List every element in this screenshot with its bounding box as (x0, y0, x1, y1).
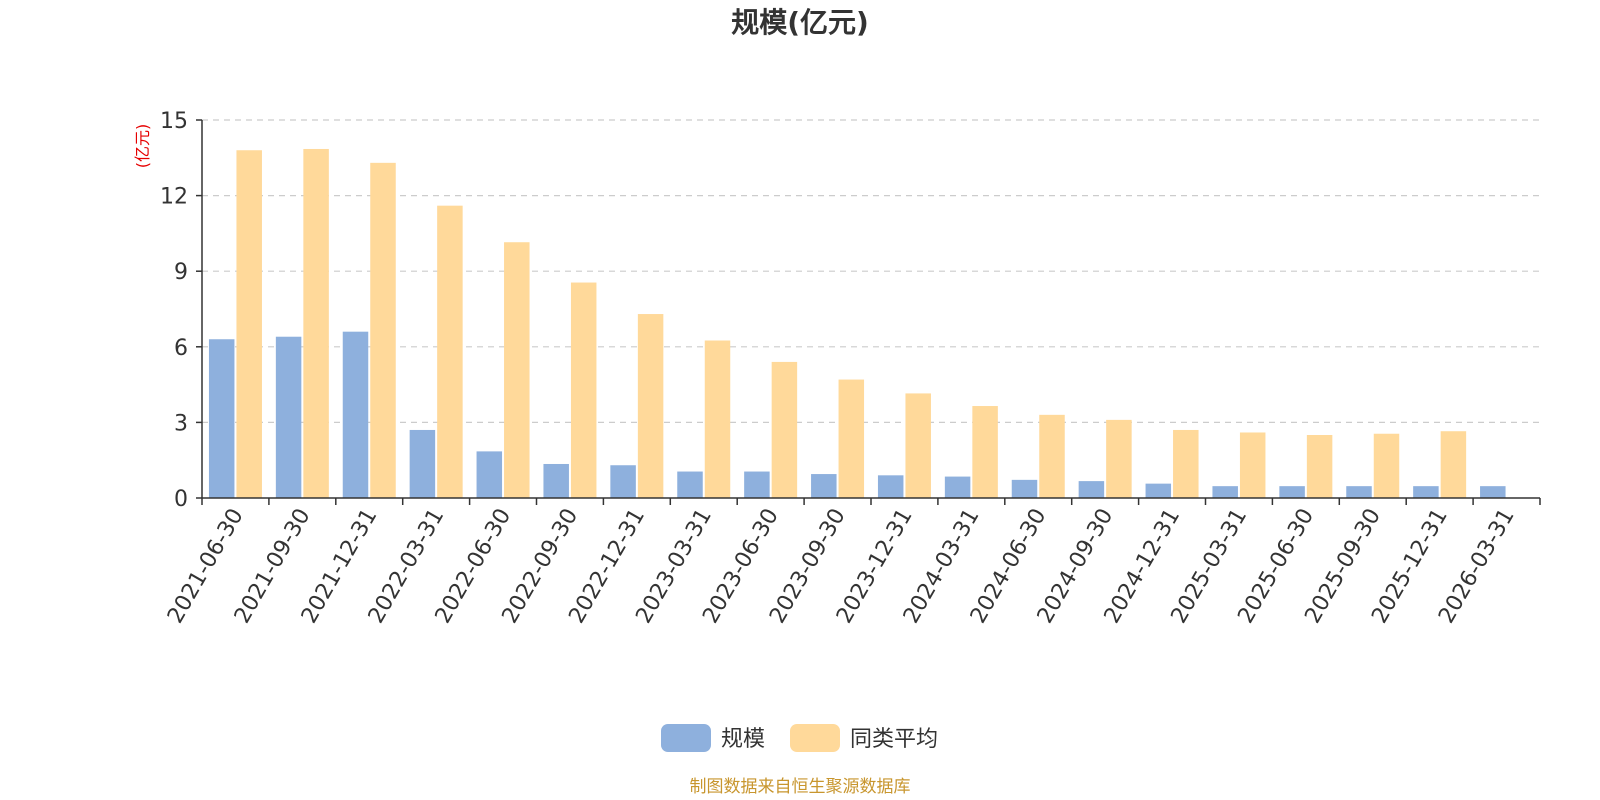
bar-scale (1212, 486, 1238, 498)
bar-peer-average (303, 148, 329, 499)
y-tick-label: 15 (160, 109, 188, 134)
y-tick-label: 0 (174, 487, 188, 512)
bar-peer-average (1373, 433, 1400, 498)
bars (208, 148, 1506, 499)
bar-peer-average (504, 242, 530, 498)
bar-scale (1279, 486, 1305, 498)
bar-peer-average (972, 406, 998, 498)
y-tick-label: 12 (160, 185, 188, 210)
chart-title: 规模(亿元) (731, 6, 869, 39)
bar-peer-average (905, 393, 931, 498)
bar-scale (275, 336, 302, 498)
bar-peer-average (1239, 432, 1266, 498)
legend-label[interactable]: 同类平均 (850, 727, 938, 752)
bar-peer-average (1106, 419, 1132, 498)
bar-scale (342, 331, 369, 498)
bar-peer-average (370, 162, 396, 498)
legend-swatch[interactable] (661, 724, 711, 752)
bar-scale (811, 474, 837, 498)
bar-scale (677, 471, 703, 498)
bar-peer-average (437, 205, 463, 498)
bar-peer-average (1306, 435, 1333, 498)
bar-scale (1078, 481, 1105, 498)
bar-scale (944, 476, 971, 498)
y-tick-label: 9 (174, 260, 188, 285)
source-note: 制图数据来自恒生聚源数据库 (690, 777, 911, 797)
bar-peer-average (637, 314, 664, 498)
bar-peer-average (236, 150, 262, 499)
legend: 规模 同类平均 (661, 724, 938, 752)
bar-scale (409, 429, 436, 498)
bar-scale (1346, 486, 1372, 498)
bar-peer-average (838, 379, 865, 498)
bar-peer-average (1173, 429, 1199, 498)
bar-scale (476, 451, 503, 498)
bar-scale (877, 475, 904, 498)
bar-scale (208, 339, 235, 498)
legend-label[interactable]: 规模 (721, 727, 765, 752)
bar-peer-average (570, 282, 597, 498)
bar-scale (1413, 486, 1439, 498)
y-tick-label: 3 (174, 411, 188, 436)
grid-lines (202, 119, 1540, 423)
bar-peer-average (771, 361, 798, 498)
bar-scale (744, 471, 770, 498)
bar-peer-average (1039, 414, 1065, 498)
legend-swatch[interactable] (790, 724, 840, 752)
bar-scale (543, 463, 569, 498)
bar-scale (610, 465, 636, 498)
y-tick-label: 6 (174, 336, 188, 361)
bar-peer-average (704, 340, 731, 498)
bar-peer-average (1440, 431, 1467, 498)
y-axis-unit-label: (亿元) (133, 124, 152, 169)
bar-scale (1480, 486, 1506, 498)
bar-scale (1011, 479, 1038, 498)
bar-scale (1145, 483, 1172, 498)
